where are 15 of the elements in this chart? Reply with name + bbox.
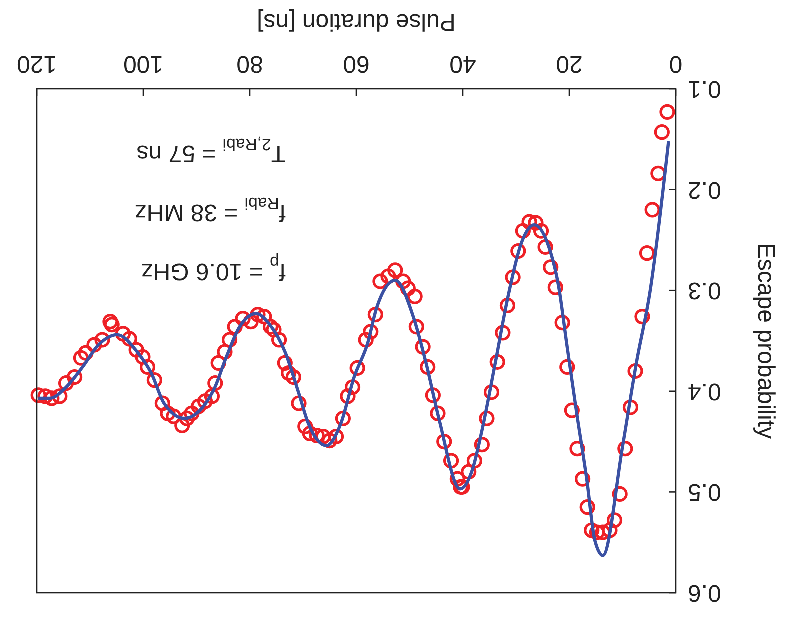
x-tick-label: 100 xyxy=(123,50,164,78)
y-tick-label: 0.2 xyxy=(688,176,722,204)
y-tick-label: 0.5 xyxy=(688,478,722,506)
x-tick-label: 20 xyxy=(556,50,583,78)
y-tick-label: 0.1 xyxy=(688,76,722,102)
y-tick-label: 0.6 xyxy=(688,580,722,606)
y-tick-label: 0.3 xyxy=(688,277,722,304)
x-tick-label: 60 xyxy=(343,50,370,78)
x-axis-title: Pulse duration [ns] xyxy=(257,8,456,36)
x-tick-label: 40 xyxy=(450,50,476,78)
y-axis-title: Escape probability xyxy=(752,242,780,440)
x-tick-label: 120 xyxy=(16,50,58,78)
y-tick-label: 0.4 xyxy=(688,378,722,405)
x-tick-label: 80 xyxy=(236,50,264,78)
x-tick-label: 0 xyxy=(669,50,683,78)
